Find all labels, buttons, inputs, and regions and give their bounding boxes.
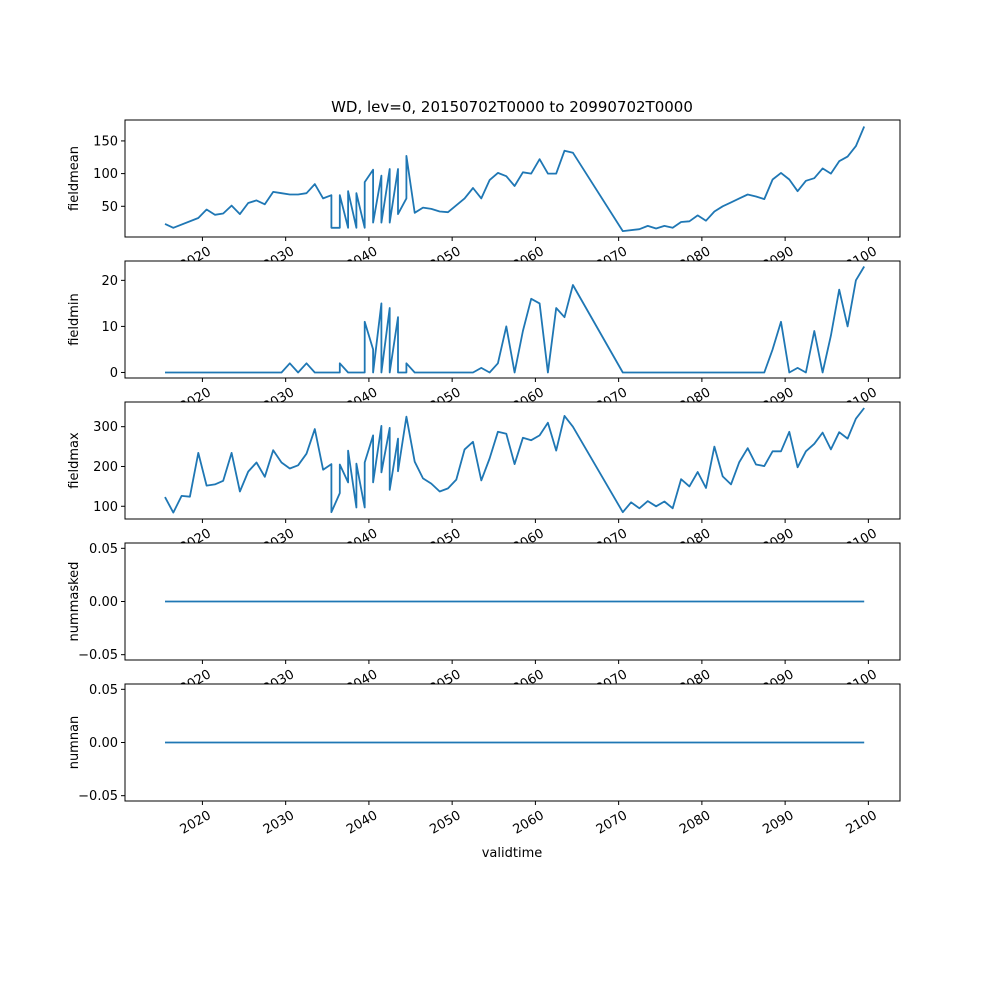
y-tick-label: 200 [93, 460, 118, 475]
y-axis-label: numnan [67, 716, 82, 770]
y-tick-label: −0.05 [78, 648, 118, 663]
y-tick-label: 0.00 [89, 736, 118, 751]
axes-frame [124, 401, 901, 520]
y-tick-label: −0.05 [78, 789, 118, 804]
y-tick-label: 10 [101, 320, 118, 335]
axes-frame [124, 119, 901, 238]
y-axis-label: fieldmean [67, 146, 82, 211]
y-tick-label: 0.05 [89, 542, 118, 557]
y-tick-label: 100 [93, 167, 118, 182]
series-line-fieldmax [164, 407, 865, 514]
y-tick-label: 150 [93, 134, 118, 149]
chart-title: WD, lev=0, 20150702T0000 to 20990702T000… [331, 98, 693, 116]
y-tick-label: 0 [110, 366, 118, 381]
y-tick-label: 50 [101, 200, 118, 215]
y-tick-label: 100 [93, 500, 118, 515]
y-axis-label: fieldmin [67, 293, 82, 346]
plot-area [125, 402, 900, 519]
x-axis-label: validtime [482, 846, 543, 861]
y-axis-label: nummasked [67, 562, 82, 642]
y-tick-label: 0.05 [89, 683, 118, 698]
y-tick-label: 0.00 [89, 595, 118, 610]
plot-area [125, 120, 900, 237]
series-line-fieldmin [165, 266, 865, 374]
axes-frame [124, 260, 901, 379]
series-line-fieldmean [164, 126, 866, 233]
y-tick-label: 300 [93, 420, 118, 435]
y-tick-label: 20 [101, 274, 118, 289]
y-axis-label: fieldmax [67, 432, 82, 489]
